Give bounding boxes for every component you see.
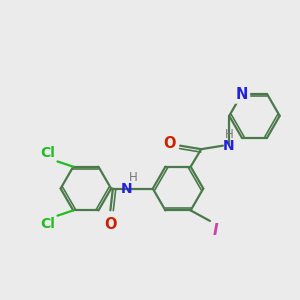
Text: H: H (128, 171, 137, 184)
Text: H: H (225, 128, 234, 142)
Text: Cl: Cl (40, 146, 55, 160)
Text: Cl: Cl (40, 218, 55, 231)
Text: O: O (164, 136, 176, 152)
Text: N: N (223, 139, 235, 153)
Text: N: N (121, 182, 133, 196)
Text: O: O (104, 217, 117, 232)
Text: I: I (213, 223, 218, 238)
Text: N: N (236, 86, 248, 101)
